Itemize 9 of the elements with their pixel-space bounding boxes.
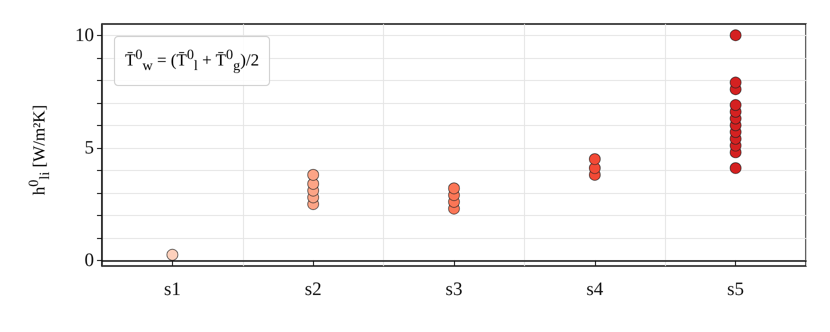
x-tick-label: s2 bbox=[304, 279, 322, 300]
x-tick-label: s1 bbox=[164, 279, 181, 300]
y-tick-label: 0 bbox=[84, 250, 94, 271]
y-tick-label: 10 bbox=[75, 24, 94, 46]
x-tick-label: s4 bbox=[586, 279, 604, 300]
y-tick-label: 5 bbox=[84, 137, 94, 158]
x-tick-label: s3 bbox=[446, 279, 462, 300]
x-tick-label: s5 bbox=[727, 279, 744, 300]
text: T̄$^{0}$$_{w}$ = (T̄$^{0}$$_{l}$ + T̄$^{0}$$_{g}$)/2 bbox=[125, 47, 260, 74]
